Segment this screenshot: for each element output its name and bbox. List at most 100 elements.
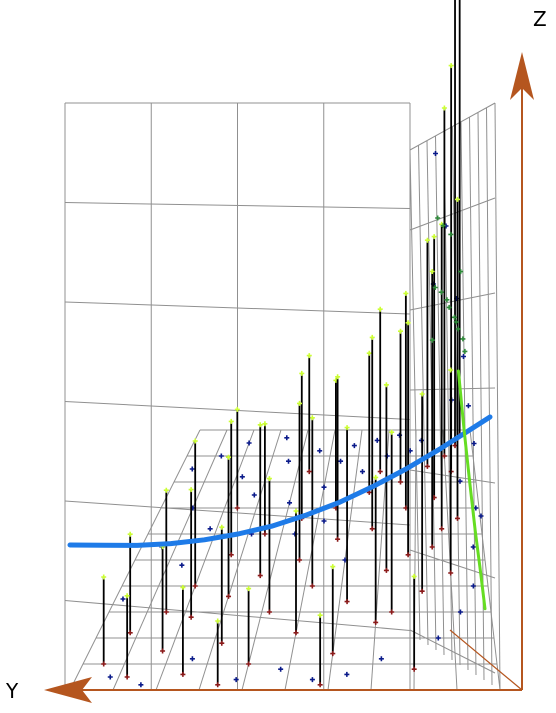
- stem-top-point: [344, 425, 350, 431]
- cloud-point: [233, 677, 239, 683]
- y-axis-arrowhead: [44, 677, 92, 703]
- cloud-point: [107, 674, 113, 680]
- stem-base-point: [389, 609, 395, 615]
- stem-top-point: [377, 306, 383, 312]
- wall-point: [433, 151, 438, 156]
- stem-top-point: [405, 320, 411, 326]
- right-grid-line-vertical: [486, 107, 493, 686]
- stem-top-point: [398, 328, 403, 334]
- right-point: [446, 304, 452, 310]
- stem-top-point: [448, 63, 454, 69]
- cloud-point: [189, 466, 195, 472]
- x-axis-diagonal: [449, 629, 523, 691]
- y-axis-label: Y: [5, 679, 19, 703]
- right-point: [458, 269, 464, 275]
- right-grid-line-vertical: [460, 121, 469, 671]
- stem-top-point: [369, 334, 375, 340]
- stem-top-point: [411, 573, 417, 579]
- right-point: [453, 319, 459, 325]
- stem-base-point: [405, 552, 411, 558]
- stem-top-point: [366, 350, 372, 356]
- stem-base-point: [215, 682, 221, 688]
- stem-top-point: [389, 429, 395, 435]
- right-point: [455, 326, 461, 332]
- right-grid-line-horizontal: [409, 629, 496, 674]
- stem-base-point: [262, 531, 268, 537]
- cloud-point: [284, 435, 290, 441]
- stem-base-point: [246, 661, 252, 667]
- stem-top-point: [306, 353, 312, 359]
- stem-base-point: [429, 544, 435, 550]
- stem-top-point: [330, 564, 336, 570]
- cloud-point: [338, 458, 344, 464]
- stem-base-point: [188, 614, 194, 620]
- right-point: [448, 231, 454, 237]
- stem-top-point: [419, 391, 425, 397]
- stem-base-point: [330, 651, 336, 657]
- stem-top-point: [234, 406, 240, 412]
- stem-top-point: [454, 196, 460, 202]
- stem-base-point: [219, 640, 225, 646]
- stem-base-point: [424, 463, 430, 469]
- right-grid-line-vertical: [494, 102, 501, 691]
- stem-base-point: [383, 567, 389, 573]
- stem-base-point: [124, 674, 130, 680]
- stem-base-point: [192, 583, 198, 589]
- right-grid-line-horizontal: [409, 387, 496, 391]
- stem-top-point: [188, 487, 194, 493]
- stem-top-point: [335, 374, 341, 380]
- stem-top-point: [424, 237, 430, 243]
- wall-point: [478, 513, 484, 519]
- right-point: [432, 285, 438, 290]
- stem-top-point: [373, 474, 379, 480]
- stem-base-point: [180, 671, 186, 677]
- stem-base-point: [369, 526, 375, 532]
- cloud-point: [138, 682, 144, 688]
- right-grid-line-horizontal: [409, 292, 496, 311]
- stem-base-point: [101, 661, 107, 667]
- right-point: [440, 223, 446, 229]
- stem-base-point: [373, 619, 379, 625]
- cloud-point: [120, 596, 126, 602]
- cloud-point: [470, 583, 476, 589]
- grid-line-horizontal: [64, 301, 411, 315]
- stem-base-point: [419, 588, 425, 594]
- right-grid-line-vertical: [469, 117, 477, 676]
- floor-grid: [69, 429, 501, 691]
- right-grid-line-vertical: [418, 145, 429, 646]
- stem-top-point: [228, 418, 234, 424]
- right-grid-line-vertical: [452, 126, 461, 666]
- stem-base-point: [266, 609, 272, 615]
- stem-base-point: [228, 552, 234, 558]
- right-point: [460, 336, 466, 342]
- blue-fitted-curve: [67, 414, 493, 548]
- stem-base-point: [317, 682, 323, 688]
- cloud-point: [435, 635, 441, 641]
- stem-base-point: [411, 666, 417, 672]
- stem-top-point: [215, 618, 221, 624]
- cloud-point: [374, 437, 380, 443]
- stem-base-point: [454, 515, 460, 521]
- stem-base-point: [226, 593, 232, 599]
- stem-base-point: [335, 536, 341, 542]
- stem-base-point: [439, 526, 445, 532]
- cloud-point: [278, 666, 284, 672]
- stem-top-point: [127, 531, 133, 537]
- cloud-point: [359, 469, 365, 475]
- stem-base-point: [127, 630, 133, 636]
- right-point: [435, 215, 441, 221]
- stem-base-point: [293, 630, 299, 636]
- stem-top-point: [266, 476, 272, 482]
- cloud-point: [179, 562, 185, 568]
- right-grid-line-horizontal: [409, 469, 496, 484]
- stem-top-point: [124, 593, 130, 599]
- green-fitted-curve: [456, 369, 487, 611]
- grid-line-horizontal: [64, 500, 411, 526]
- cloud-point: [287, 500, 293, 506]
- stem-top-point: [383, 382, 389, 388]
- cloud-point: [309, 677, 315, 683]
- stem-top-point: [431, 234, 437, 240]
- cloud-point: [457, 609, 463, 615]
